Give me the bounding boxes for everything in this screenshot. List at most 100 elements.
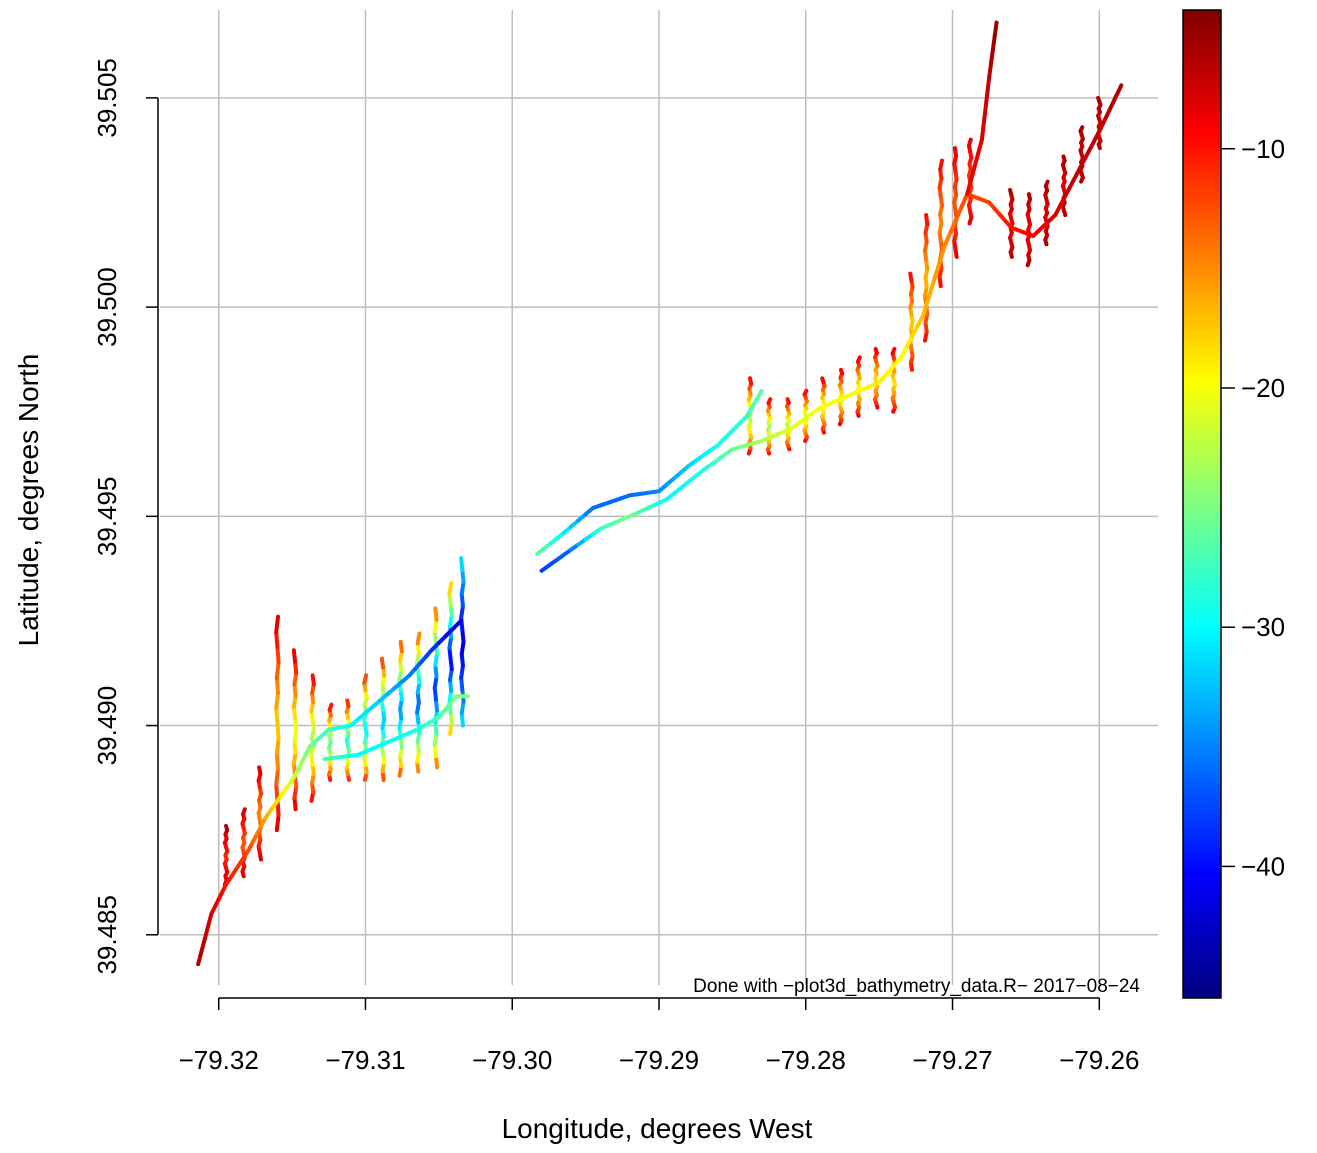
track-segment [990, 34, 997, 52]
transect-segment [1026, 192, 1033, 202]
transect-segment [747, 376, 754, 386]
transect-segment [274, 736, 281, 756]
transect-segment [257, 765, 263, 776]
track-segment [937, 242, 948, 265]
transect-segment [274, 690, 280, 711]
transect-segment [274, 706, 280, 726]
transect-segment [890, 346, 897, 356]
y-tick-label: 39.500 [92, 267, 122, 347]
x-axis-ticks: −79.32 −79.31 −79.30 −79.29 −79.28 −79.27 −79.… [179, 998, 1139, 1075]
colorbar: −40 −30 −20 −10 [1182, 9, 1285, 999]
track-segment [1097, 117, 1107, 134]
transect-segment [459, 651, 465, 668]
transect-segment [459, 580, 466, 597]
y-tick-label: 39.505 [92, 58, 122, 138]
track-segment [196, 949, 204, 967]
transect-segment [447, 581, 454, 597]
track-segment [981, 106, 988, 127]
track-segment [921, 295, 931, 318]
transect-segment [838, 367, 845, 376]
transect-segment [459, 675, 465, 692]
transect-segment [274, 614, 280, 635]
track-segment [1102, 106, 1113, 122]
track-segment [959, 192, 970, 209]
colorbar-tick-label: −40 [1241, 851, 1285, 881]
transect-segment [766, 397, 773, 406]
transect-segment [459, 639, 466, 656]
track-segment [968, 164, 977, 183]
track-segment [926, 277, 937, 300]
colorbar-tick-label: −30 [1241, 612, 1285, 642]
transect-segment [1096, 95, 1102, 104]
transect-segment [459, 603, 465, 620]
annotation-note: Done with −plot3d_bathymetry_data.R− 201… [693, 976, 1140, 997]
transect-segment [345, 698, 351, 709]
transect-segment [966, 137, 973, 148]
x-tick-label: −79.28 [766, 1045, 846, 1075]
track-segment [954, 204, 964, 222]
y-tick-label: 39.485 [92, 895, 122, 975]
transect-segment [1043, 179, 1050, 189]
transect-segment [802, 388, 809, 397]
colorbar-ticks: −40 −30 −20 −10 [1221, 134, 1285, 881]
axes: −79.32 −79.31 −79.30 −79.29 −79.28 −79.27 −79.… [92, 58, 1139, 1075]
transect-segment [379, 656, 386, 670]
transect-segment [274, 767, 280, 787]
transect-segment [241, 807, 247, 817]
track-segment [987, 61, 994, 79]
colorbar-tick-label: −10 [1241, 134, 1285, 164]
transect-segment [415, 631, 422, 646]
x-tick-label: −79.26 [1059, 1045, 1139, 1075]
track-segment [983, 90, 990, 111]
transect-segment [275, 645, 281, 665]
data-tracks [196, 20, 1124, 967]
x-tick-label: −79.32 [179, 1045, 259, 1075]
transect-segment [1078, 125, 1085, 134]
transect-segment [460, 568, 466, 585]
transect-segment [327, 702, 334, 713]
transect-segment [856, 355, 862, 364]
track-segment [202, 924, 211, 941]
x-axis-title: Longitude, degrees West [502, 1113, 813, 1144]
transect-segment [952, 146, 959, 158]
grid [160, 10, 1158, 985]
transect-segment [274, 751, 280, 772]
transect-segment [274, 630, 280, 650]
track-segment [976, 137, 984, 156]
track-segment [451, 618, 463, 631]
transect-segment [459, 699, 466, 716]
track-segment [199, 936, 207, 954]
transect-segment [275, 721, 281, 741]
track-segment [979, 122, 986, 142]
transect-segment [459, 556, 465, 573]
track-segment [948, 217, 959, 234]
transect-segment [362, 673, 369, 685]
x-tick-label: −79.27 [912, 1045, 992, 1075]
transect-segment [274, 660, 281, 680]
x-tick-label: −79.31 [325, 1045, 405, 1075]
transect-segment [820, 376, 826, 385]
transect-segment [459, 711, 465, 728]
transect-segment [924, 213, 930, 227]
transect-segment [224, 823, 230, 833]
track-segment [206, 911, 214, 929]
colorbar-scale [1182, 9, 1222, 999]
transect-segment [785, 397, 791, 405]
transect-segment [291, 648, 298, 664]
track-segment [1113, 83, 1124, 99]
transect-segment [398, 639, 404, 654]
transect-segment [274, 675, 280, 695]
track-segment [1108, 94, 1118, 111]
track-segment [943, 229, 953, 247]
track-segment [992, 20, 999, 39]
track-segment [965, 178, 973, 197]
transect-segment [274, 782, 280, 802]
x-tick-label: −79.29 [619, 1045, 699, 1075]
transect-segment [873, 346, 879, 356]
transect-segment [310, 673, 316, 687]
y-tick-label: 39.490 [92, 686, 122, 766]
transect-segment [274, 812, 281, 833]
track-segment [985, 74, 992, 95]
transect-segment [460, 627, 466, 644]
